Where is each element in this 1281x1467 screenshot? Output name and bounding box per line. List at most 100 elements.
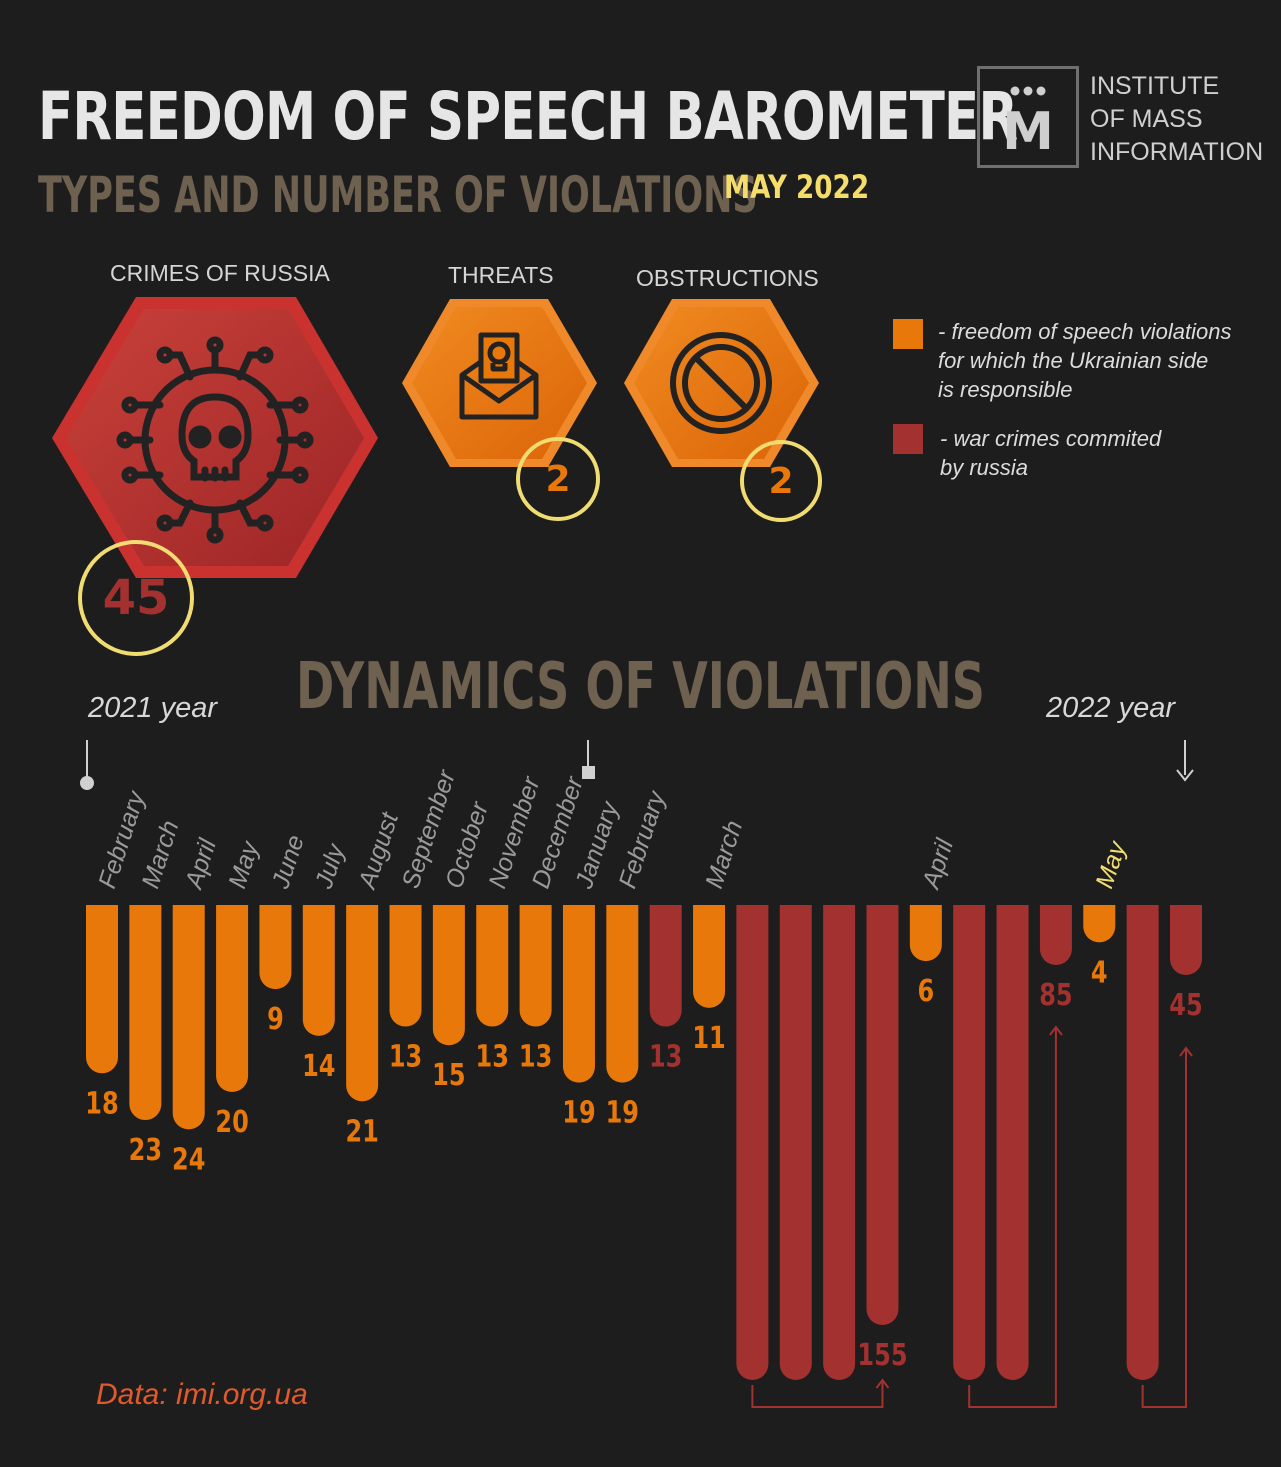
chart-bar <box>519 905 552 1027</box>
obstructions-count-badge: 2 <box>740 440 822 522</box>
chart-bar <box>909 905 942 962</box>
data-label: 9 <box>267 1003 284 1037</box>
chart-bar <box>779 905 812 1380</box>
logo-line: INSTITUTE <box>1090 72 1220 100</box>
data-label: 13 <box>389 1040 422 1074</box>
data-label: 13 <box>476 1040 509 1074</box>
page-title: FREEDOM OF SPEECH BAROMETER <box>38 78 1018 155</box>
chart-bar <box>172 905 205 1130</box>
chart-bar <box>953 905 986 1380</box>
legend-swatch-russia <box>893 424 923 454</box>
chart-bar <box>259 905 292 990</box>
chart-bar <box>866 905 899 1325</box>
category-label-crimes: CRIMES OF RUSSIA <box>110 260 330 286</box>
logo-mark-icon: M <box>1002 86 1054 162</box>
chart-bar <box>432 905 465 1046</box>
imi-logo: M <box>977 66 1079 168</box>
month-label: July <box>310 839 351 892</box>
legend-line: is responsible <box>938 377 1073 402</box>
data-label: 45 <box>1169 988 1202 1022</box>
timeline-year-marker <box>582 766 595 779</box>
crimes-hexagon <box>52 297 378 578</box>
data-label: 14 <box>302 1049 335 1083</box>
legend-line: by russia <box>940 455 1029 480</box>
chart-bar <box>302 905 335 1036</box>
data-label: 13 <box>649 1040 682 1074</box>
group-bracket <box>968 1027 1057 1408</box>
chart-bar <box>389 905 422 1027</box>
data-label: 23 <box>129 1134 162 1168</box>
timeline-start-dot <box>80 776 94 790</box>
prohibited-icon <box>670 332 772 434</box>
legend-ukrainian: - freedom of speech violations for which… <box>938 317 1232 404</box>
dynamics-chart: 18 23 24 20 9 14 21 13 15 13 13 19 19 13 11 155 6 85 4 45 Fe… <box>80 740 1203 1408</box>
chart-bar <box>86 905 118 1074</box>
month-label: March <box>700 817 748 892</box>
year-label-2022: 2022 year <box>1046 692 1175 724</box>
logo-letter: M <box>1002 102 1054 162</box>
data-label: 24 <box>172 1143 205 1177</box>
legend-russia: - war crimes commited by russia <box>940 424 1161 482</box>
threats-count-badge: 2 <box>516 437 600 521</box>
chart-bar <box>649 905 682 1027</box>
legend-line: - war crimes commited <box>940 426 1162 451</box>
chart-bar <box>476 905 509 1027</box>
logo-line: INFORMATION <box>1090 138 1264 166</box>
chart-bar <box>823 905 856 1380</box>
logo-text: INSTITUTE OF MASS INFORMATION <box>1090 70 1263 169</box>
chart-bar <box>1039 905 1072 965</box>
month-label: June <box>266 832 310 893</box>
category-label-obstructions: OBSTRUCTIONS <box>636 265 819 291</box>
chart-title-wrap: DYNAMICS OF VIOLATIONS <box>0 650 1281 724</box>
month-label: April <box>916 834 959 893</box>
data-source: Data: imi.org.ua <box>96 1378 308 1411</box>
legend-swatch-ukrainian <box>893 319 923 349</box>
chart-bar <box>736 905 769 1380</box>
group-arrow <box>1179 1046 1193 1057</box>
month-label: March <box>136 817 184 892</box>
chart-bar <box>996 905 1029 1380</box>
month-label: April <box>179 834 222 893</box>
data-label: 18 <box>85 1087 118 1121</box>
month-label: May <box>223 837 265 892</box>
chart-bar <box>693 905 726 1008</box>
group-arrow <box>1049 1025 1063 1036</box>
category-hexagons <box>52 297 819 578</box>
data-label: 13 <box>519 1040 552 1074</box>
chart-bar <box>129 905 162 1121</box>
year-label-2021: 2021 year <box>88 692 217 724</box>
data-label: 155 <box>857 1338 907 1372</box>
chart-bar <box>216 905 249 1092</box>
group-bracket <box>1141 1048 1187 1408</box>
page-subtitle: TYPES AND NUMBER OF VIOLATIONS <box>38 166 758 224</box>
report-period: MAY 2022 <box>724 168 870 206</box>
chart-bar <box>1083 905 1116 943</box>
month-label: May <box>1090 837 1132 892</box>
data-label: 11 <box>692 1021 725 1055</box>
data-label: 4 <box>1091 956 1108 990</box>
legend-line: - freedom of speech violations <box>938 319 1232 344</box>
timeline-arrow <box>1176 769 1194 782</box>
data-label: 19 <box>562 1096 595 1130</box>
threat-letter-icon <box>459 332 539 420</box>
group-arrow <box>875 1378 890 1389</box>
data-label: 15 <box>432 1059 465 1093</box>
chart-title: DYNAMICS OF VIOLATIONS <box>295 650 986 724</box>
chart-bar <box>346 905 379 1102</box>
data-label: 19 <box>606 1096 639 1130</box>
data-label: 20 <box>215 1105 248 1139</box>
timeline-bracket <box>86 740 1186 783</box>
crimes-count-badge: 45 <box>78 540 194 656</box>
chart-bar <box>1126 905 1159 1380</box>
legend-line: for which the Ukrainian side <box>938 348 1209 373</box>
logo-line: OF MASS <box>1090 105 1203 133</box>
data-label: 6 <box>917 975 934 1009</box>
category-label-threats: THREATS <box>448 262 554 288</box>
skull-circuit-icon <box>116 336 314 544</box>
group-bracket <box>751 1380 884 1408</box>
data-label: 21 <box>345 1115 378 1149</box>
chart-bar <box>562 905 595 1083</box>
data-label: 85 <box>1039 978 1072 1012</box>
month-label: February <box>613 787 671 892</box>
chart-bar <box>606 905 639 1083</box>
